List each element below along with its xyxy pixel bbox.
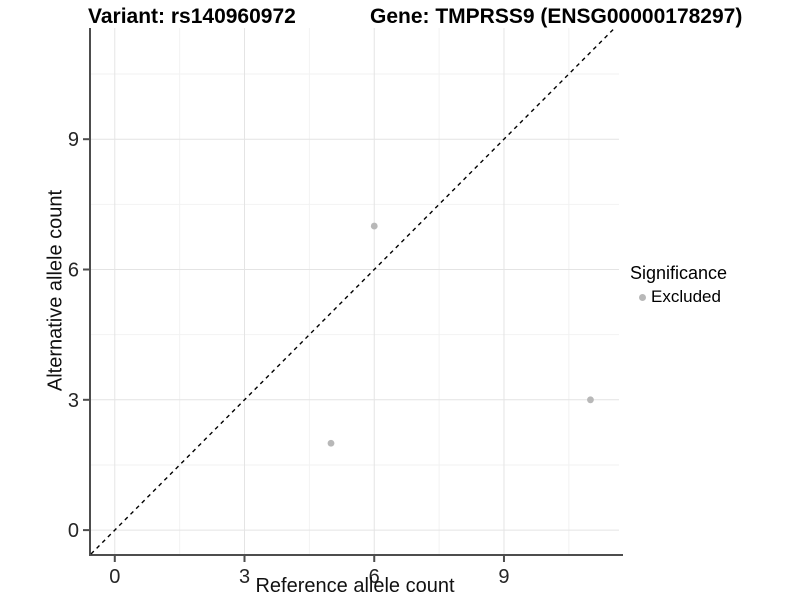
svg-text:9: 9 (68, 129, 79, 151)
svg-text:3: 3 (68, 390, 79, 412)
gene-title: Gene: TMPRSS9 (ENSG00000178297) (370, 5, 743, 28)
legend-title: Significance (630, 263, 728, 283)
svg-text:6: 6 (68, 259, 79, 281)
excluded-point-icon (639, 293, 646, 301)
x-axis-title: Reference allele count (255, 575, 455, 597)
svg-text:6: 6 (369, 566, 380, 588)
y-axis-title: Alternative allele count (44, 189, 67, 392)
svg-text:3: 3 (239, 566, 250, 588)
variant-title: Variant: rs140960972 (88, 5, 296, 28)
svg-text:9: 9 (498, 566, 509, 588)
legend-entry-label: Excluded (651, 287, 721, 306)
svg-text:0: 0 (109, 566, 120, 588)
legend: Significance Excluded (630, 263, 727, 307)
legend-entry: Excluded (630, 287, 727, 307)
svg-text:0: 0 (68, 520, 79, 542)
